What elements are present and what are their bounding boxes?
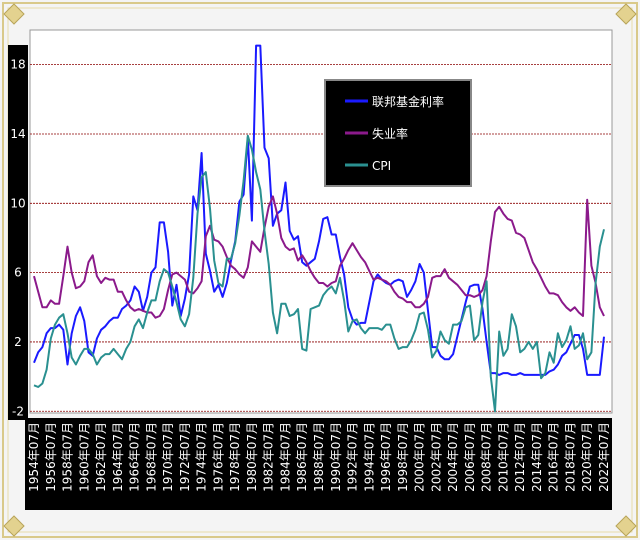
x-tick-label: 1954年07月 <box>27 422 41 492</box>
x-tick-label: 1984年07月 <box>278 422 292 492</box>
x-tick-label: 1970年07月 <box>161 422 175 492</box>
x-tick-label: 1988年07月 <box>312 422 326 492</box>
series-line <box>33 195 605 319</box>
legend-label: 失业率 <box>372 126 408 141</box>
series-line <box>33 134 605 413</box>
x-tick-label: 1992年07月 <box>346 422 360 492</box>
x-tick-label: 1998年07月 <box>396 422 410 492</box>
x-tick-label: 1994年07月 <box>362 422 376 492</box>
x-tick-label: 2010年07月 <box>496 422 510 492</box>
x-tick-label: 1982年07月 <box>262 422 276 492</box>
labels: -2 2 6 10 14 18 1954年07月 1956年07月 1958年07月 1960年0… <box>10 58 611 492</box>
x-tick-label: 2016年07月 <box>547 422 561 492</box>
lines <box>33 44 605 413</box>
legend-label: 联邦基金利率 <box>372 94 444 109</box>
frame-corners <box>3 3 637 537</box>
x-tick-label: 2022年07月 <box>597 422 611 492</box>
x-tick-label: 2020年07月 <box>580 422 594 492</box>
x-tick-label: 1974年07月 <box>195 422 209 492</box>
x-tick-label: 1956年07月 <box>44 422 58 492</box>
x-tick-label: 1996年07月 <box>379 422 393 492</box>
x-tick-label: 1964年07月 <box>111 422 125 492</box>
x-tick-label: 1958年07月 <box>61 422 75 492</box>
grid <box>30 64 612 412</box>
x-tick-label: 2014年07月 <box>530 422 544 492</box>
corner <box>615 3 637 25</box>
x-tick-label: 1986年07月 <box>295 422 309 492</box>
x-tick-label: 1980年07月 <box>245 422 259 492</box>
x-tick-label: 2006年07月 <box>463 422 477 492</box>
legend-label: CPI <box>372 159 391 173</box>
x-tick-label: 2018年07月 <box>563 422 577 492</box>
y-tick-label: 6 <box>14 266 22 280</box>
x-tick-label: 2012年07月 <box>513 422 527 492</box>
x-tick-label: 2000年07月 <box>413 422 427 492</box>
x-tick-label: 1960年07月 <box>77 422 91 492</box>
x-axis-bar <box>25 418 612 510</box>
x-tick-label: 1966年07月 <box>128 422 142 492</box>
series-line <box>33 44 605 376</box>
y-tick-label: 2 <box>14 335 22 349</box>
x-tick-label: 1976年07月 <box>211 422 225 492</box>
y-tick-label: 10 <box>10 196 25 210</box>
corner <box>3 3 25 25</box>
corner <box>3 515 25 537</box>
plot-area <box>29 29 613 414</box>
x-tick-label: 1968年07月 <box>144 422 158 492</box>
x-tick-label: 2002年07月 <box>429 422 443 492</box>
x-tick-label: 2004年07月 <box>446 422 460 492</box>
y-tick-label: 18 <box>10 58 25 72</box>
x-tick-label: 1978年07月 <box>228 422 242 492</box>
corner <box>615 515 637 537</box>
y-tick-label: -2 <box>12 404 24 418</box>
x-tick-label: 1990年07月 <box>329 422 343 492</box>
y-tick-label: 14 <box>10 127 25 141</box>
x-tick-label: 2008年07月 <box>480 422 494 492</box>
frame-outer <box>2 2 638 538</box>
x-tick-label: 1972年07月 <box>178 422 192 492</box>
x-tick-label: 1962年07月 <box>94 422 108 492</box>
y-axis-bar <box>8 45 28 420</box>
